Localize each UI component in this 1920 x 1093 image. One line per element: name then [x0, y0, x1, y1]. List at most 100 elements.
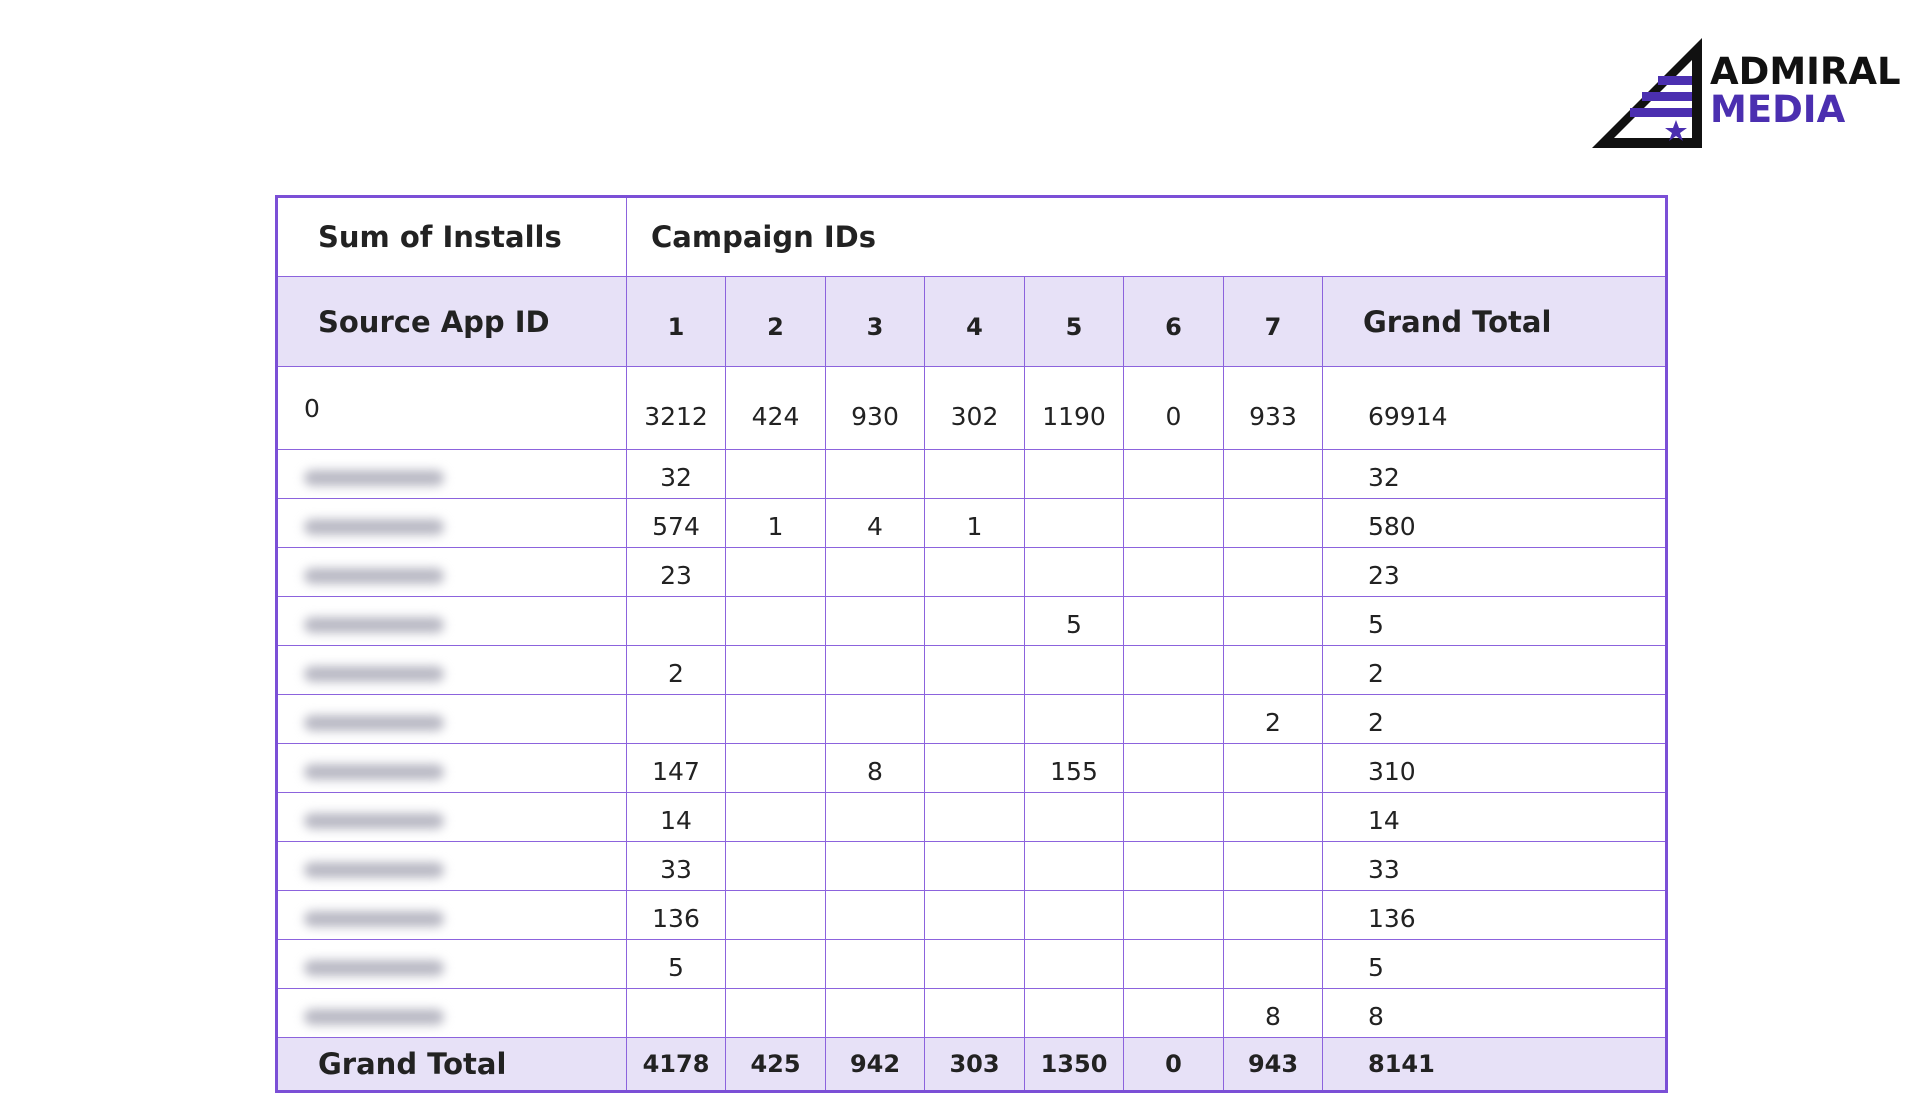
data-row: 136 136	[276, 890, 1668, 940]
empty-cell	[725, 939, 826, 989]
empty-cell	[1223, 890, 1323, 940]
empty-cell	[924, 939, 1025, 989]
cell-value: 1190	[1024, 366, 1124, 450]
redacted-id	[304, 616, 444, 633]
row-total: 33	[1321, 841, 1668, 891]
empty-cell	[1123, 939, 1224, 989]
empty-cell	[825, 645, 925, 695]
empty-cell	[1223, 841, 1323, 891]
row-total: 32	[1321, 449, 1668, 499]
empty-cell	[825, 694, 925, 744]
source-app-id	[276, 988, 627, 1038]
empty-cell	[725, 645, 826, 695]
grand-total-label: Grand Total	[276, 1037, 627, 1092]
empty-cell	[924, 547, 1025, 597]
pivot-table: Sum of Installs Campaign IDs Source App …	[275, 195, 1669, 1093]
cell-value: 14	[626, 792, 726, 842]
empty-cell	[1123, 890, 1224, 940]
cell-value: 8	[1223, 988, 1323, 1038]
row-header: Source App ID	[276, 276, 627, 367]
empty-cell	[1123, 694, 1224, 744]
row-total: 580	[1321, 498, 1668, 548]
empty-cell	[725, 743, 826, 793]
empty-cell	[725, 449, 826, 499]
data-row: 147 8 155 310	[276, 743, 1668, 793]
redacted-id	[304, 763, 444, 780]
total-header: Grand Total	[1321, 276, 1668, 367]
row-total: 14	[1321, 792, 1668, 842]
cell-value: 1	[924, 498, 1025, 548]
empty-cell	[1024, 498, 1124, 548]
source-app-id	[276, 792, 627, 842]
empty-cell	[825, 596, 925, 646]
empty-cell	[924, 694, 1025, 744]
empty-cell	[1223, 547, 1323, 597]
cell-value: 8	[825, 743, 925, 793]
logo: ADMIRAL MEDIA	[1592, 38, 1900, 148]
empty-cell	[725, 890, 826, 940]
data-row: 574 1 4 1 580	[276, 498, 1668, 548]
cell-value: 2	[626, 645, 726, 695]
redacted-id	[304, 714, 444, 731]
empty-cell	[924, 743, 1025, 793]
empty-cell	[924, 890, 1025, 940]
empty-cell	[725, 694, 826, 744]
table-body: Sum of Installs Campaign IDs Source App …	[276, 196, 1668, 1092]
empty-cell	[924, 841, 1025, 891]
logo-stripe	[1658, 76, 1692, 85]
empty-cell	[1024, 939, 1124, 989]
empty-cell	[626, 596, 726, 646]
column-header: 7	[1223, 276, 1323, 367]
empty-cell	[924, 792, 1025, 842]
cell-value: 4	[825, 498, 925, 548]
grand-total-total: 8141	[1321, 1037, 1668, 1092]
empty-cell	[1223, 498, 1323, 548]
empty-cell	[1024, 792, 1124, 842]
empty-cell	[1024, 547, 1124, 597]
source-app-id	[276, 498, 627, 548]
column-header: 5	[1024, 276, 1124, 367]
redacted-id	[304, 469, 444, 486]
redacted-id	[304, 959, 444, 976]
column-header: 4	[924, 276, 1025, 367]
empty-cell	[1123, 547, 1224, 597]
cell-value: 930	[825, 366, 925, 450]
source-app-id	[276, 645, 627, 695]
cell-value: 23	[626, 547, 726, 597]
cell-value: 5	[1024, 596, 1124, 646]
cell-value: 32	[626, 449, 726, 499]
empty-cell	[725, 596, 826, 646]
empty-cell	[725, 988, 826, 1038]
data-row: 0 3212 424 930 302 1190 0 933 69914	[276, 366, 1668, 450]
redacted-id	[304, 1008, 444, 1025]
empty-cell	[1024, 449, 1124, 499]
empty-cell	[1123, 645, 1224, 695]
grand-total-value: 4178	[626, 1037, 726, 1092]
source-app-id	[276, 743, 627, 793]
group-header: Campaign IDs	[625, 196, 1668, 277]
empty-cell	[1223, 449, 1323, 499]
empty-cell	[725, 841, 826, 891]
cell-value: 574	[626, 498, 726, 548]
row-total: 8	[1321, 988, 1668, 1038]
empty-cell	[1123, 743, 1224, 793]
grand-total-row: Grand Total 4178 425 942 303 1350 0 943 8141	[276, 1037, 1668, 1092]
grand-total-value: 942	[825, 1037, 925, 1092]
data-row: 32 32	[276, 449, 1668, 499]
cell-value: 424	[725, 366, 826, 450]
empty-cell	[825, 988, 925, 1038]
grand-total-value: 0	[1123, 1037, 1224, 1092]
grand-total-value: 943	[1223, 1037, 1323, 1092]
source-app-id	[276, 939, 627, 989]
redacted-id	[304, 861, 444, 878]
source-app-id	[276, 841, 627, 891]
source-app-id	[276, 547, 627, 597]
empty-cell	[1024, 841, 1124, 891]
empty-cell	[1024, 890, 1124, 940]
cell-value: 2	[1223, 694, 1323, 744]
cell-value: 0	[1123, 366, 1224, 450]
